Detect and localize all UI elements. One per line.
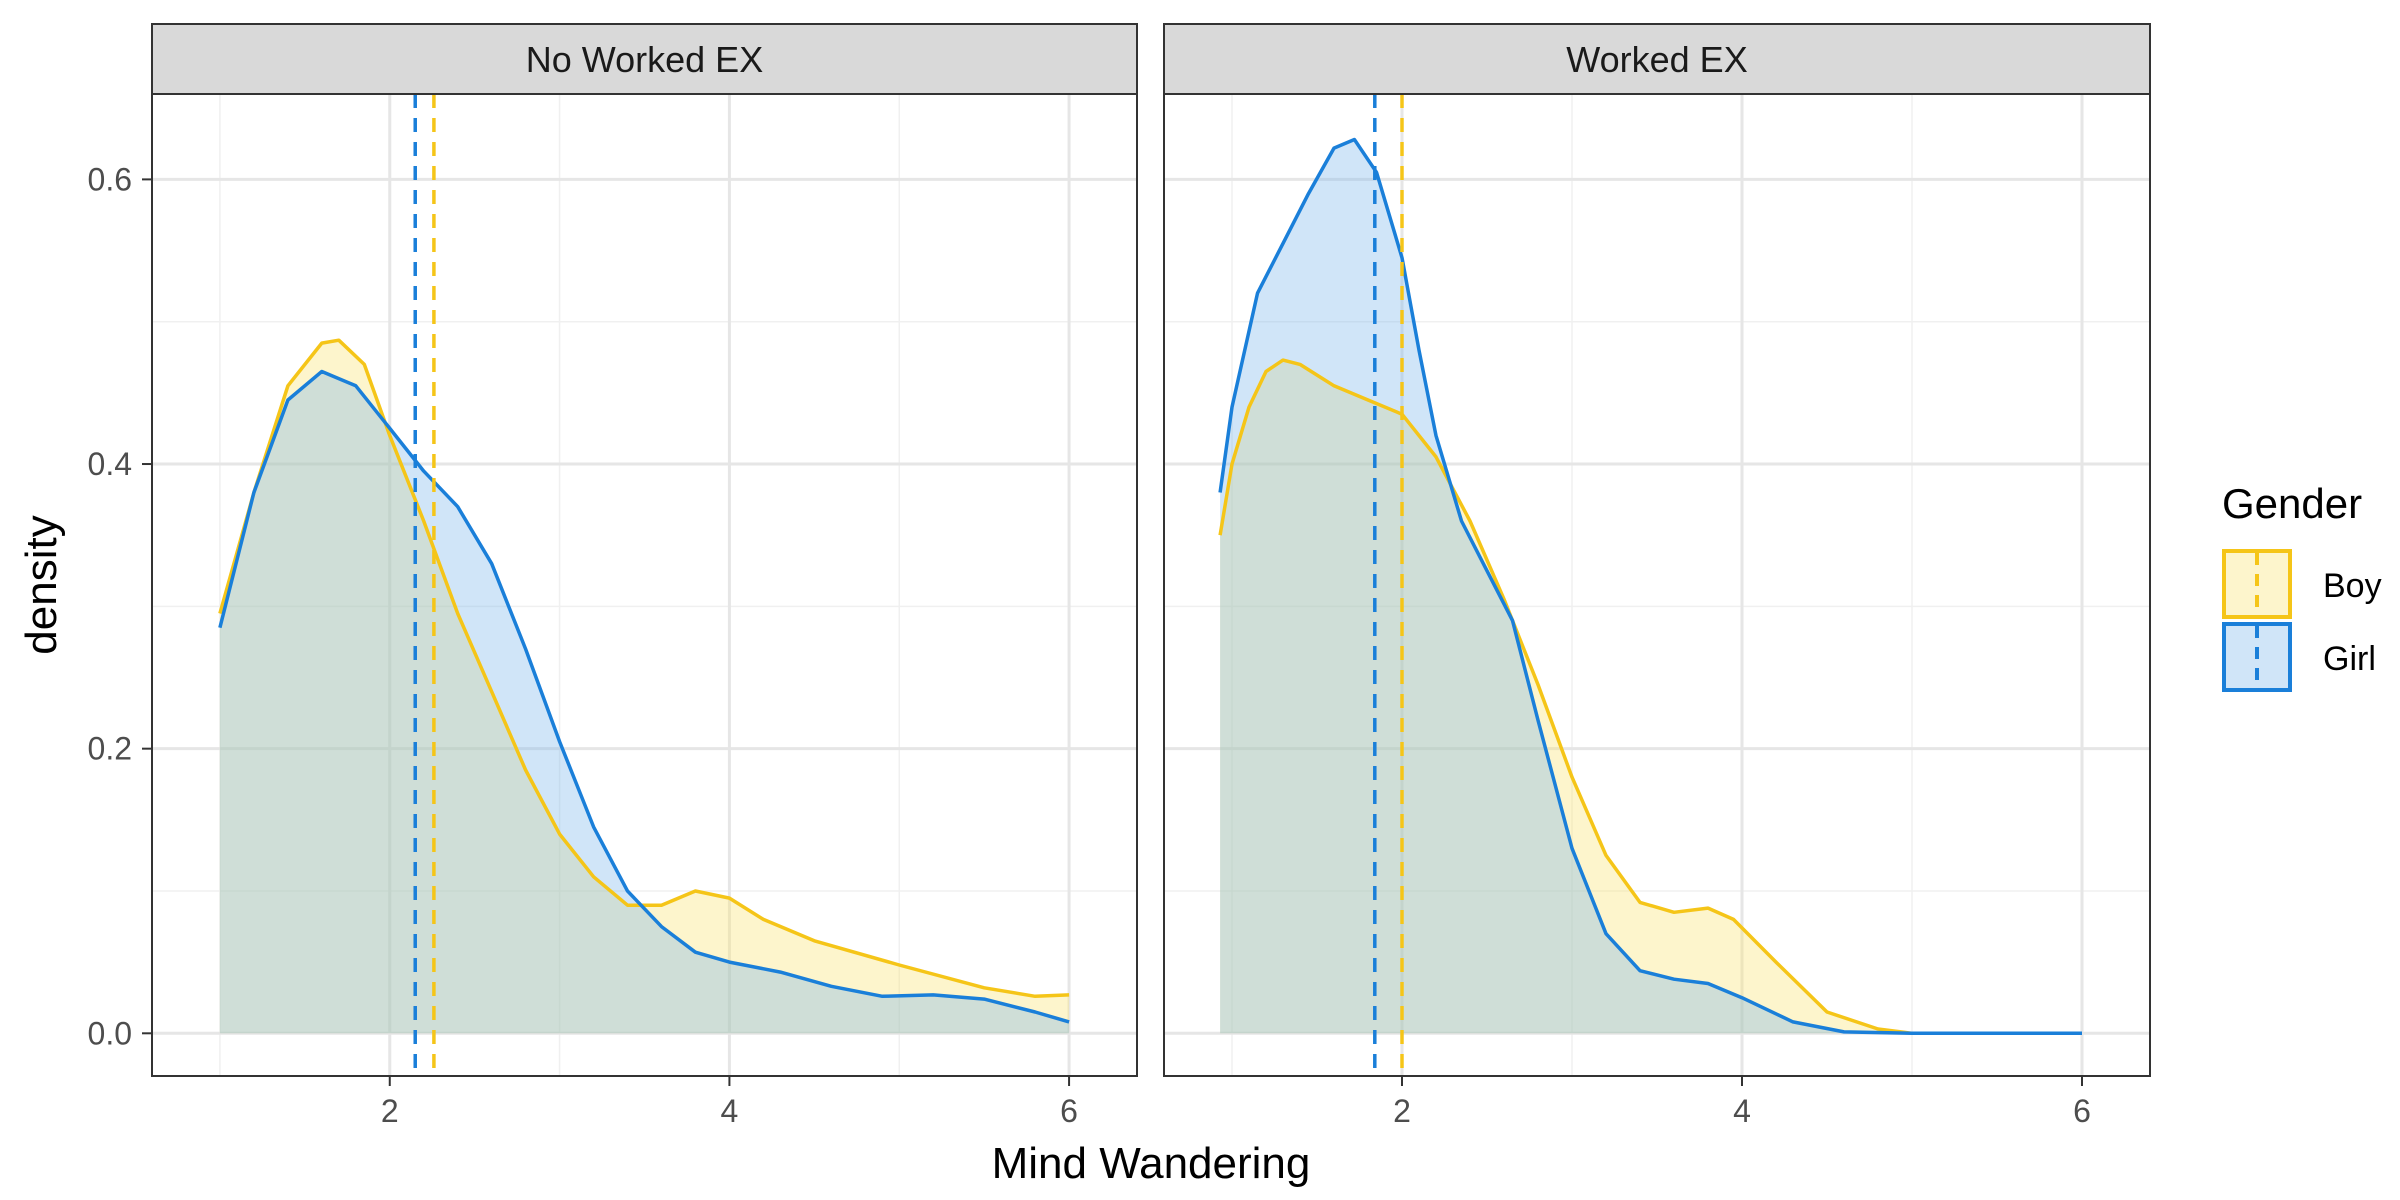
legend: Gender Boy Girl bbox=[2222, 480, 2382, 692]
panel-2-x-axis: 2 4 6 bbox=[1393, 1076, 2091, 1129]
density-line-boy bbox=[1218, 358, 2082, 1036]
panel-2-strip bbox=[1163, 23, 2151, 95]
legend-label-boy: Boy bbox=[2323, 567, 2382, 605]
panel-2-strip-label: Worked EX bbox=[1566, 39, 1747, 80]
panel-2-marks bbox=[1218, 94, 2082, 1076]
x-tick-label: 6 bbox=[1060, 1093, 1078, 1129]
x-tick-label: 4 bbox=[721, 1093, 739, 1129]
panel-background bbox=[1164, 94, 2150, 1076]
panel-1-border bbox=[151, 93, 1138, 1077]
panel-1-marks bbox=[218, 94, 1070, 1076]
y-tick-label: 0.6 bbox=[88, 161, 132, 197]
density-area-girl bbox=[1220, 139, 2082, 1034]
density-line-girl bbox=[218, 369, 1070, 1024]
legend-label-girl: Girl bbox=[2323, 640, 2376, 678]
y-axis: 0.0 0.2 0.4 0.6 bbox=[88, 161, 152, 1051]
legend-item-boy: Boy bbox=[2222, 549, 2382, 619]
panel-1-x-axis: 2 4 6 bbox=[381, 1076, 1078, 1129]
y-tick-label: 0.2 bbox=[88, 731, 132, 767]
panel-1-grid bbox=[152, 94, 1137, 1076]
panel-no-worked-ex: No Worked EX 2 4 6 bbox=[151, 23, 1138, 1129]
panel-1-strip bbox=[151, 23, 1138, 95]
y-tick-label: 0.4 bbox=[88, 446, 132, 482]
panel-background bbox=[152, 94, 1137, 1076]
x-tick-label: 2 bbox=[381, 1093, 399, 1129]
legend-title: Gender bbox=[2222, 480, 2362, 527]
x-axis-title: Mind Wandering bbox=[992, 1139, 1311, 1188]
y-tick-label: 0.0 bbox=[88, 1015, 132, 1051]
y-axis-title: density bbox=[17, 515, 66, 654]
density-area-boy bbox=[219, 340, 1070, 1034]
panel-worked-ex: Worked EX 2 4 6 bbox=[1163, 23, 2151, 1129]
density-area-boy bbox=[1220, 360, 2082, 1034]
x-tick-label: 6 bbox=[2073, 1093, 2091, 1129]
x-tick-label: 2 bbox=[1393, 1093, 1411, 1129]
panel-1-strip-label: No Worked EX bbox=[526, 39, 763, 80]
panel-2-border bbox=[1163, 93, 2151, 1077]
density-line-boy bbox=[218, 338, 1070, 999]
density-line-girl bbox=[1218, 137, 2082, 1036]
x-tick-label: 4 bbox=[1733, 1093, 1751, 1129]
legend-item-girl: Girl bbox=[2222, 622, 2376, 692]
